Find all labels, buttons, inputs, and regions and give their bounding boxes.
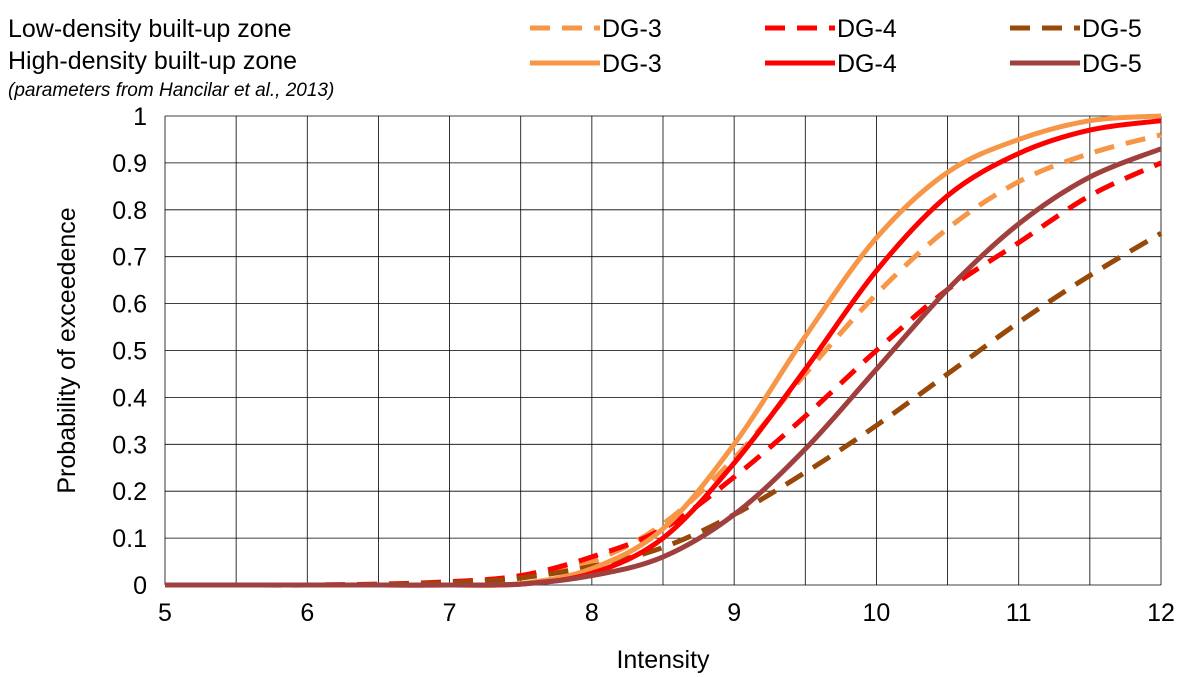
x-tick-label: 12 — [1147, 599, 1175, 627]
x-tick-label: 9 — [727, 599, 741, 627]
axis-layer: 5 6 7 8 9 10 11 12 0 0.1 0.2 0.3 0.4 0.5 0.6 0.7 0.8 0.9 1… — [53, 103, 1175, 674]
x-axis-title: Intensity — [616, 646, 710, 674]
y-tick-label: 0.6 — [112, 291, 147, 319]
legend-layer: DG-3 DG-4 DG-5 DG-3 DG-4 DG-5 — [530, 15, 1142, 78]
y-tick-label: 0.1 — [112, 525, 147, 553]
y-tick-label: 0 — [133, 572, 147, 600]
y-tick-label: 0.5 — [112, 338, 147, 366]
legend-group-high-density: High-density built-up zone — [8, 47, 298, 75]
legend-label-high-dg-3: DG-3 — [602, 50, 662, 78]
legend-group-low-density: Low-density built-up zone — [8, 15, 292, 43]
y-tick-label: 0.8 — [112, 197, 147, 225]
series-layer — [165, 113, 1163, 588]
x-tick-label: 6 — [300, 599, 314, 627]
x-tick-label: 7 — [443, 599, 457, 627]
legend-label-low-dg-3: DG-3 — [602, 15, 662, 43]
y-tick-label: 0.9 — [112, 150, 147, 178]
series-line-high-dg-5 — [165, 146, 1162, 588]
x-tick-label: 10 — [863, 599, 891, 627]
legend-label-low-dg-5: DG-5 — [1082, 15, 1142, 43]
y-tick-label: 1 — [133, 103, 147, 131]
y-tick-label: 0.7 — [112, 244, 147, 272]
x-tick-label: 5 — [158, 599, 172, 627]
legend-label-low-dg-4: DG-4 — [837, 15, 897, 43]
y-axis-title: Probability of exceedence — [53, 207, 81, 493]
legend-label-high-dg-5: DG-5 — [1082, 50, 1142, 78]
legend-source-note: (parameters from Hancilar et al., 2013) — [8, 80, 335, 101]
legend-label-high-dg-4: DG-4 — [837, 50, 897, 78]
y-tick-label: 0.4 — [112, 384, 147, 412]
x-tick-label: 8 — [585, 599, 599, 627]
x-tick-label: 11 — [1006, 599, 1032, 627]
y-tick-label: 0.3 — [112, 431, 147, 459]
y-tick-label: 0.2 — [112, 478, 147, 506]
